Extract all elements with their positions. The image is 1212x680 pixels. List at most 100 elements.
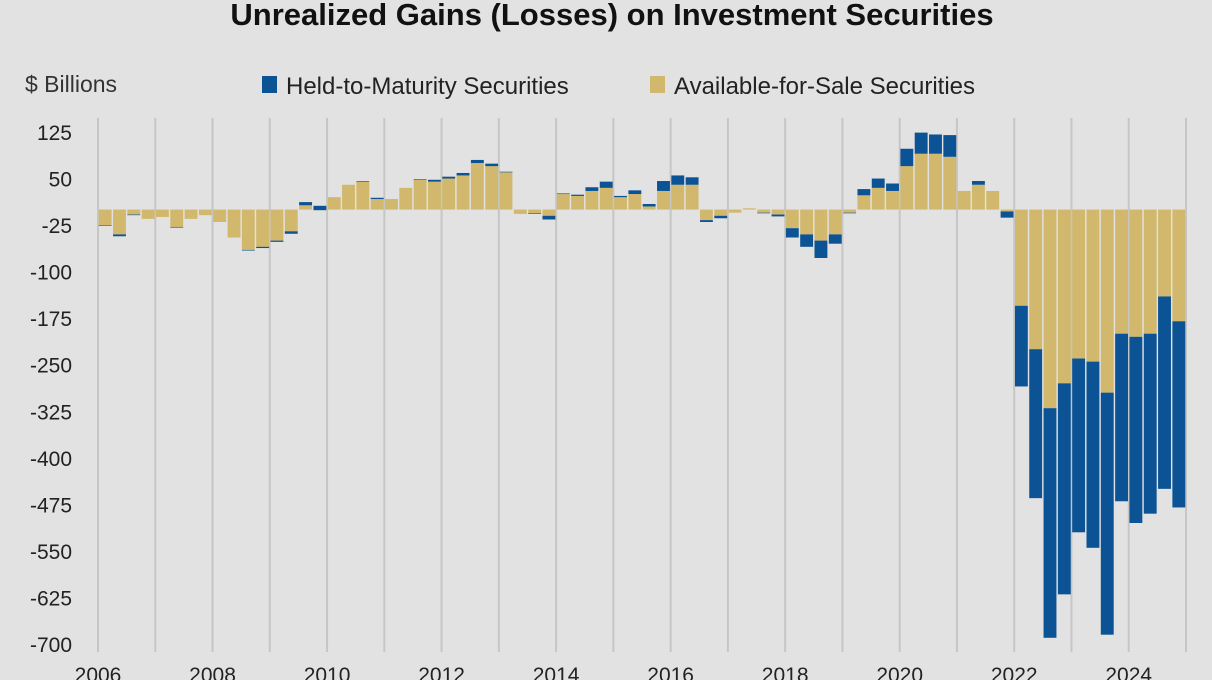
y-tick-label: -700 [30, 634, 72, 657]
bar-held-to-maturity [256, 246, 270, 249]
bar-available-for-sale [241, 209, 255, 250]
x-tick-label-2006: 2006 [75, 664, 122, 680]
bar-held-to-maturity [685, 177, 699, 185]
y-tick-label: -175 [30, 308, 72, 331]
bar-held-to-maturity [556, 193, 570, 195]
bar-available-for-sale [571, 195, 585, 210]
bar-available-for-sale [714, 209, 728, 216]
bar-held-to-maturity [1000, 211, 1014, 218]
bar-held-to-maturity [585, 187, 599, 191]
bar-available-for-sale [800, 209, 814, 235]
bar-available-for-sale [413, 179, 427, 210]
bar-available-for-sale [828, 209, 842, 235]
bar-available-for-sale [843, 209, 857, 213]
bar-available-for-sale [971, 184, 985, 210]
x-tick-label-2024: 2024 [1105, 664, 1152, 680]
bar-available-for-sale [871, 187, 885, 210]
bar-held-to-maturity [1086, 361, 1100, 548]
bar-held-to-maturity [470, 159, 484, 164]
x-tick-label-2010: 2010 [304, 664, 351, 680]
bar-available-for-sale [98, 209, 112, 226]
bar-held-to-maturity [98, 225, 112, 226]
y-tick-label: -25 [42, 215, 72, 238]
x-tick-label-2022: 2022 [991, 664, 1038, 680]
y-tick-label: 50 [49, 169, 72, 192]
legend-label-held-to-maturity: Held-to-Maturity Securities [286, 73, 569, 100]
bar-available-for-sale [456, 175, 470, 210]
bar-held-to-maturity [628, 190, 642, 195]
bar-held-to-maturity [370, 197, 384, 200]
bar-held-to-maturity [1172, 321, 1186, 508]
bar-available-for-sale [485, 166, 499, 210]
bar-held-to-maturity [1057, 383, 1071, 595]
bar-held-to-maturity [1029, 349, 1043, 499]
bar-available-for-sale [513, 209, 527, 214]
legend-label-available-for-sale: Available-for-Sale Securities [674, 73, 975, 100]
bar-held-to-maturity [170, 226, 184, 228]
bar-held-to-maturity [814, 240, 828, 258]
bar-available-for-sale [141, 209, 155, 219]
bar-available-for-sale [184, 209, 198, 219]
bar-available-for-sale [1115, 209, 1129, 334]
bar-held-to-maturity [456, 172, 470, 176]
bar-held-to-maturity [1014, 305, 1028, 387]
bar-series [98, 132, 1186, 638]
bar-available-for-sale [1086, 209, 1100, 362]
bar-available-for-sale [886, 190, 899, 210]
bar-available-for-sale [742, 208, 756, 210]
bar-held-to-maturity [785, 228, 799, 238]
bar-held-to-maturity [886, 183, 899, 191]
bar-held-to-maturity [857, 189, 871, 196]
bar-available-for-sale [1000, 209, 1014, 212]
bar-available-for-sale [198, 209, 212, 216]
x-axis-ticks: 2006 2008 2010 2012 2014 2016 2018 2020 2022 2024 [75, 664, 1153, 680]
bar-available-for-sale [1029, 209, 1043, 350]
bar-available-for-sale [113, 209, 126, 235]
bar-available-for-sale [900, 166, 914, 210]
bar-held-to-maturity [914, 132, 928, 154]
x-tick-label-2012: 2012 [418, 664, 465, 680]
bar-available-for-sale [170, 209, 184, 227]
bar-available-for-sale [356, 181, 370, 210]
bar-available-for-sale [327, 197, 341, 210]
bar-available-for-sale [1158, 209, 1171, 297]
bar-held-to-maturity [714, 215, 728, 219]
x-tick-label-2020: 2020 [876, 664, 923, 680]
bar-available-for-sale [957, 190, 971, 210]
bar-available-for-sale [499, 172, 513, 210]
bar-held-to-maturity [299, 202, 313, 206]
bar-available-for-sale [427, 181, 441, 210]
bar-held-to-maturity [1143, 333, 1157, 514]
bar-held-to-maturity [671, 175, 685, 185]
y-tick-label: -325 [30, 401, 72, 424]
bar-held-to-maturity [843, 212, 857, 214]
bar-held-to-maturity [1115, 333, 1129, 502]
legend-swatch-held-to-maturity [262, 76, 277, 93]
y-tick-label: -625 [30, 587, 72, 610]
bar-available-for-sale [556, 194, 570, 210]
bar-available-for-sale [227, 209, 241, 238]
bar-held-to-maturity [771, 214, 785, 217]
bar-available-for-sale [1172, 209, 1186, 322]
bar-available-for-sale [542, 209, 556, 216]
bar-held-to-maturity [427, 179, 441, 182]
bar-held-to-maturity [828, 234, 842, 244]
bar-held-to-maturity [614, 195, 627, 198]
bar-available-for-sale [699, 209, 713, 221]
bar-available-for-sale [628, 194, 642, 210]
bar-held-to-maturity [943, 135, 957, 157]
bar-available-for-sale [1057, 209, 1071, 384]
legend: Held-to-Maturity Securities Available-fo… [262, 73, 975, 100]
bar-held-to-maturity [657, 181, 670, 191]
bar-held-to-maturity [699, 220, 713, 222]
bar-available-for-sale [929, 153, 942, 210]
bar-held-to-maturity [542, 215, 556, 220]
bar-available-for-sale [585, 190, 599, 210]
bar-available-for-sale [399, 187, 413, 210]
y-tick-label: -550 [30, 541, 72, 564]
bar-available-for-sale [342, 184, 355, 210]
bar-available-for-sale [213, 209, 227, 222]
bar-available-for-sale [385, 199, 398, 210]
